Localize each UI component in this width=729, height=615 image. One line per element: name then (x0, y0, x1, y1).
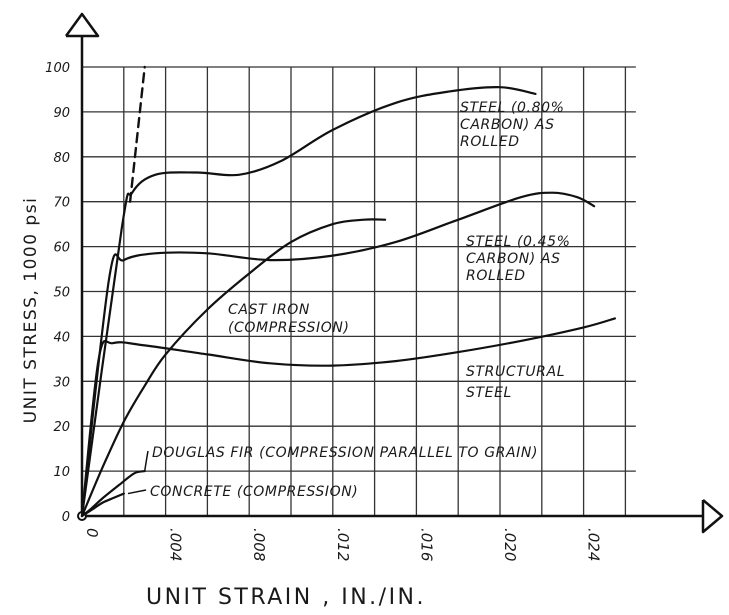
series-line-1 (80, 191, 596, 518)
x-tick-label: .004 (167, 528, 185, 561)
x-axis-arrowhead (701, 499, 724, 534)
series-label-line: ROLLED (460, 134, 520, 150)
x-tick-label: .012 (334, 528, 352, 561)
x-tick-labels: 0 .004 .008 .012 .016 .020 .024 (83, 528, 603, 561)
x-tick-label: 0 (83, 528, 101, 538)
series-label-2: CAST IRON (COMPRESSION) (228, 302, 350, 336)
series-label-line: STEEL (0.80% (460, 100, 565, 116)
series-label-line: (COMPRESSION) (228, 320, 350, 336)
series-label-1: STEEL (0.45% CARBON) AS ROLLED (466, 234, 571, 284)
series-line-3 (80, 317, 616, 518)
y-tick-label: 90 (53, 106, 70, 121)
series-label-line: CARBON) AS (466, 251, 561, 267)
series-label-line: CARBON) AS (460, 117, 555, 133)
series-label-line: CAST IRON (228, 302, 310, 318)
y-tick-labels: 0 10 20 30 40 50 60 70 80 90 100 (45, 61, 70, 525)
curves (80, 65, 616, 518)
y-tick-label: 80 (53, 151, 70, 166)
x-tick-label: .024 (585, 528, 603, 561)
series-line-0 (80, 86, 537, 518)
y-tick-label: 60 (53, 241, 70, 256)
concrete-leader (127, 489, 147, 495)
y-axis-title: UNIT STRESS, 1000 psi (21, 197, 41, 424)
series-label-3: STRUCTURAL STEEL (466, 364, 565, 401)
series-label-5: CONCRETE (COMPRESSION) (150, 484, 358, 500)
y-tick-label: 10 (53, 465, 70, 480)
douglas-fir-leader (143, 450, 149, 472)
x-tick-label: .016 (417, 528, 435, 561)
y-tick-label: 50 (53, 286, 70, 301)
y-tick-label: 20 (53, 420, 70, 435)
grid (82, 66, 636, 516)
x-tick-label: .020 (501, 528, 519, 561)
y-tick-label: 40 (53, 330, 70, 345)
series-label-line: CONCRETE (COMPRESSION) (150, 484, 358, 500)
y-axis-arrowhead (64, 12, 100, 38)
y-tick-label: 100 (45, 61, 70, 76)
series-line-2 (80, 218, 387, 518)
y-tick-label: 30 (53, 375, 70, 390)
series-line-5 (80, 492, 125, 518)
y-tick-label: 0 (62, 510, 70, 525)
axes (64, 12, 724, 534)
series-label-0: STEEL (0.80% CARBON) AS ROLLED (460, 100, 565, 150)
series-label-line: STEEL (0.45% (466, 234, 571, 250)
series-label-line: STRUCTURAL (466, 364, 565, 380)
series-label-4: DOUGLAS FIR (COMPRESSION PARALLEL TO GRA… (152, 445, 538, 461)
series-label-line: ROLLED (466, 268, 526, 284)
y-tick-label: 70 (53, 196, 70, 211)
series-label-line: STEEL (466, 385, 512, 401)
series-label-line: DOUGLAS FIR (COMPRESSION PARALLEL TO GRA… (152, 445, 538, 461)
x-axis-title: UNIT STRAIN , IN./IN. (146, 585, 426, 610)
dashed-extension-line (128, 65, 146, 203)
x-tick-label: .008 (250, 528, 268, 561)
